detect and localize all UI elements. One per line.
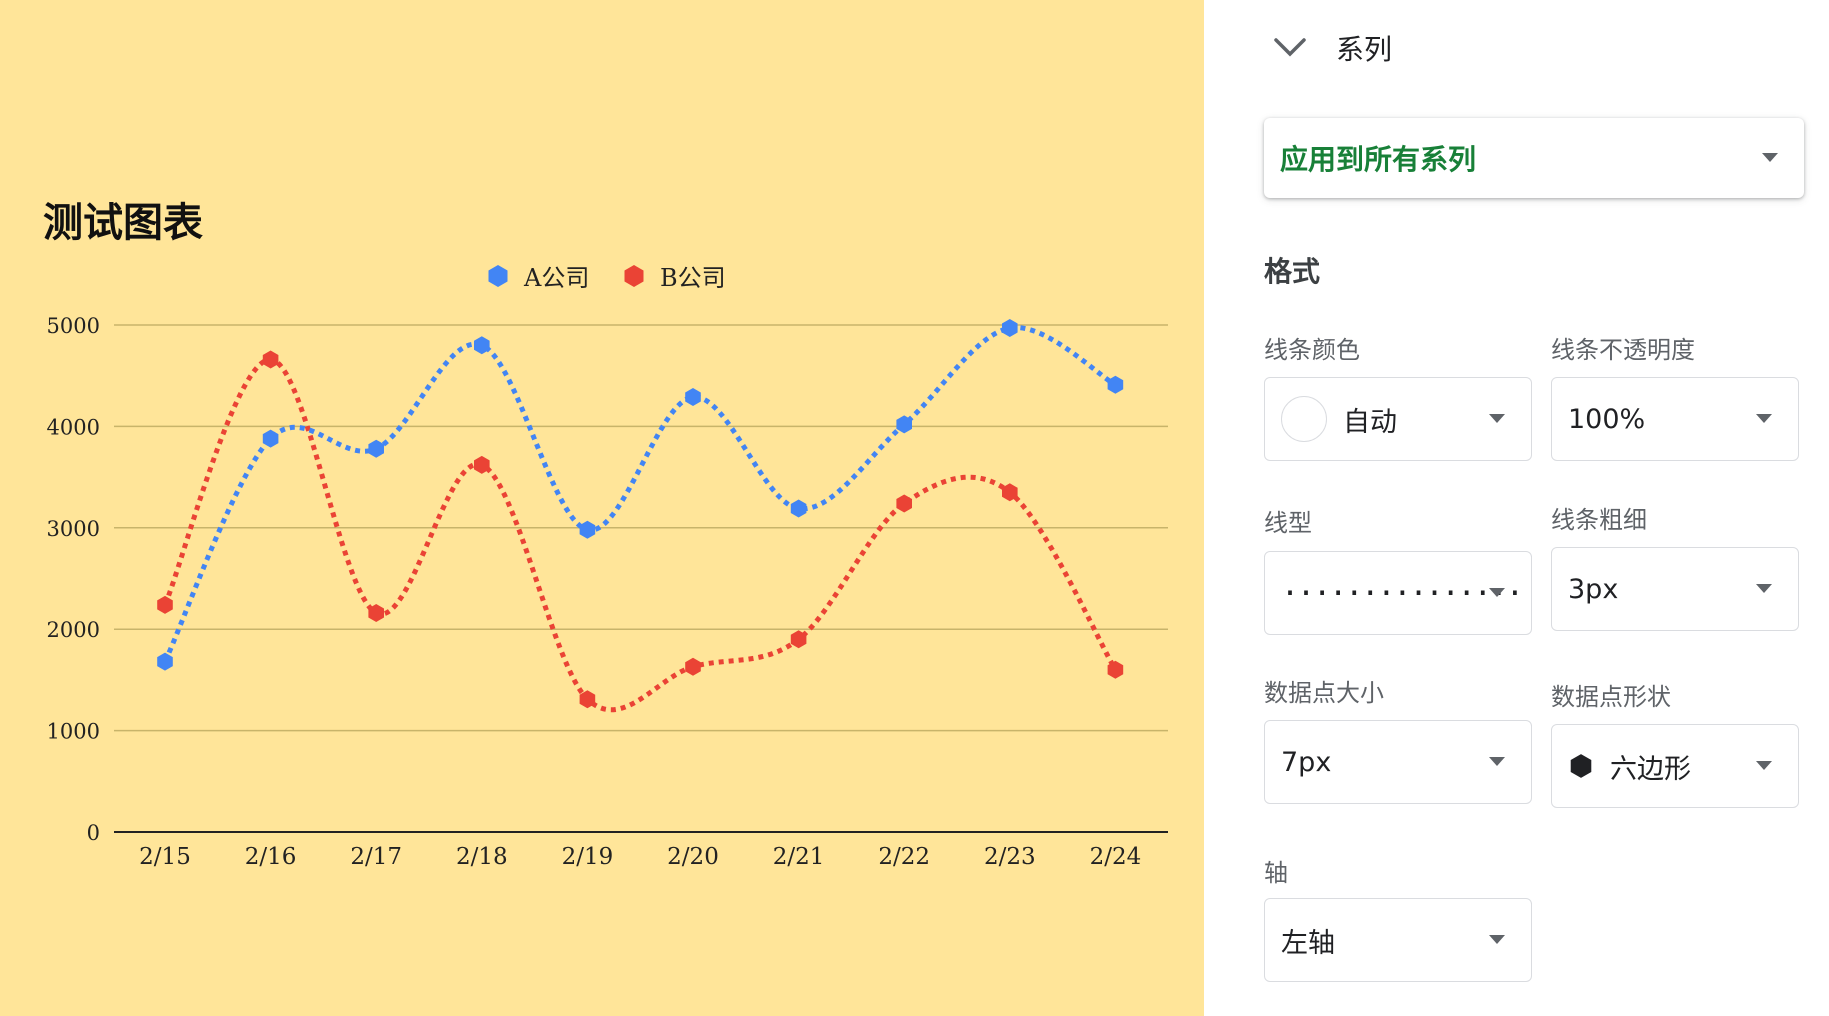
data-point: [896, 415, 912, 434]
line-type-label: 线型: [1264, 509, 1312, 537]
dropdown-arrow-icon: [1489, 935, 1505, 944]
data-point: [1107, 375, 1124, 394]
data-point: [262, 350, 279, 369]
y-tick-label: 2000: [47, 618, 100, 642]
data-point: [579, 520, 596, 539]
x-tick-label: 2/22: [878, 844, 930, 870]
dropdown-arrow-icon: [1756, 761, 1772, 770]
dropdown-arrow-icon: [1762, 153, 1778, 162]
data-point: [685, 388, 701, 406]
hexagon-icon: [1570, 754, 1592, 778]
line-opacity-label: 线条不透明度: [1551, 336, 1695, 364]
dropdown-arrow-icon: [1756, 414, 1772, 423]
series-section-header[interactable]: 系列: [1270, 28, 1392, 68]
axis-value: 左轴: [1281, 927, 1335, 959]
legend-label-a: A公司: [524, 264, 590, 292]
data-point: [790, 499, 807, 518]
data-point: [157, 652, 173, 671]
y-tick-label: 0: [87, 821, 100, 845]
data-point: [368, 604, 384, 622]
point-size-label: 数据点大小: [1264, 679, 1384, 707]
x-tick-label: 2/17: [350, 844, 402, 870]
chart-title: 测试图表: [43, 200, 203, 246]
data-point: [262, 429, 279, 448]
x-tick-label: 2/20: [667, 844, 719, 870]
line-width-select[interactable]: 3px: [1551, 547, 1799, 631]
point-shape-value: 六边形: [1610, 753, 1691, 785]
dropdown-arrow-icon: [1756, 584, 1772, 593]
data-point: [1002, 483, 1018, 502]
x-tick-label: 2/15: [139, 844, 191, 870]
line-opacity-select[interactable]: 100%: [1551, 377, 1799, 461]
x-tick-label: 2/16: [245, 844, 297, 870]
section-title: 系列: [1336, 33, 1393, 66]
chart-area: 0 1000 2000 3000 4000 5000 2/15 2/16 2/17 2/18 2/1…: [0, 0, 1204, 1016]
apply-to-series-select[interactable]: 应用到所有系列: [1264, 118, 1804, 198]
legend-item-b[interactable]: B公司: [622, 258, 726, 293]
legend-label-b: B公司: [660, 264, 726, 292]
line-opacity-value: 100%: [1568, 403, 1646, 435]
apply-to-series-value: 应用到所有系列: [1280, 143, 1477, 176]
point-shape-select[interactable]: 六边形: [1551, 724, 1799, 808]
chevron-down-icon[interactable]: [1270, 28, 1310, 68]
x-tick-label: 2/21: [773, 844, 825, 870]
x-tick-label: 2/19: [562, 844, 614, 870]
axis-select[interactable]: 左轴: [1264, 898, 1532, 982]
line-type-value: ...............: [1281, 568, 1524, 603]
line-chart: 0 1000 2000 3000 4000 5000 2/15 2/16 2/17 2/18 2/1…: [47, 314, 1168, 870]
line-color-select[interactable]: 自动: [1264, 377, 1532, 461]
point-size-value: 7px: [1281, 746, 1332, 778]
data-point: [579, 690, 596, 709]
point-shape-label: 数据点形状: [1551, 683, 1671, 711]
y-tick-label: 4000: [47, 415, 100, 439]
data-point: [368, 439, 384, 458]
data-point: [1107, 660, 1124, 679]
data-point: [1002, 319, 1018, 337]
data-point: [790, 630, 807, 649]
x-tick-label: 2/23: [984, 844, 1036, 870]
x-tick-label: 2/24: [1090, 844, 1142, 870]
dropdown-arrow-icon: [1489, 588, 1505, 597]
color-swatch: [1281, 396, 1327, 442]
line-color-label: 线条颜色: [1264, 336, 1360, 364]
axis-label: 轴: [1264, 859, 1288, 887]
hexagon-icon: [624, 264, 644, 287]
data-point: [157, 595, 173, 614]
line-width-value: 3px: [1568, 573, 1619, 605]
legend-item-a[interactable]: A公司: [486, 258, 589, 293]
format-heading: 格式: [1264, 255, 1321, 288]
line-width-label: 线条粗细: [1551, 506, 1647, 534]
point-size-select[interactable]: 7px: [1264, 720, 1532, 804]
series-line: [162, 356, 1118, 713]
y-tick-label: 5000: [47, 314, 100, 338]
series-settings-panel: 系列 应用到所有系列 格式 线条颜色 自动 线条不透明度 100% 线型 ...…: [1204, 0, 1829, 1016]
dropdown-arrow-icon: [1489, 414, 1505, 423]
data-point: [474, 336, 490, 355]
line-color-value: 自动: [1343, 406, 1397, 438]
y-tick-label: 1000: [47, 720, 100, 744]
data-point: [896, 494, 912, 513]
hexagon-icon: [488, 264, 508, 287]
series-line: [162, 325, 1117, 663]
x-tick-label: 2/18: [456, 844, 508, 870]
data-point: [685, 657, 701, 676]
dropdown-arrow-icon: [1489, 757, 1505, 766]
y-tick-label: 3000: [47, 517, 100, 541]
data-point: [474, 455, 490, 474]
line-type-select[interactable]: ...............: [1264, 551, 1532, 635]
